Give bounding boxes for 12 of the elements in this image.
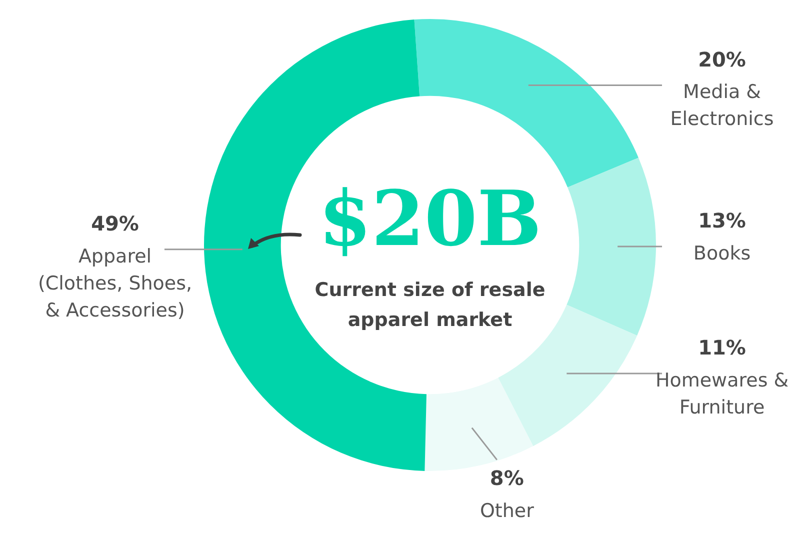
data-label: 13% xyxy=(698,208,746,233)
data-label: 49% xyxy=(91,212,139,236)
data-label: 11% xyxy=(698,336,746,360)
text: Current size of resale apparel market xyxy=(314,278,546,331)
slice-label: Homewares & Furniture xyxy=(655,369,789,418)
slice-label: Books xyxy=(693,242,751,264)
slice-label: Apparel (Clothes, Shoes, & Accessories) xyxy=(38,245,192,322)
slice-label: Other xyxy=(480,500,534,522)
data-label: 20% xyxy=(698,48,746,72)
data-label: 8% xyxy=(490,466,524,490)
text: $20B xyxy=(318,174,542,263)
slice-label: Media & Electronics xyxy=(670,81,774,130)
